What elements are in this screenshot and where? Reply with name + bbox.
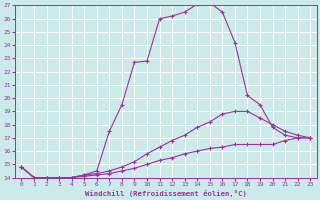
X-axis label: Windchill (Refroidissement éolien,°C): Windchill (Refroidissement éolien,°C) [85,190,247,197]
